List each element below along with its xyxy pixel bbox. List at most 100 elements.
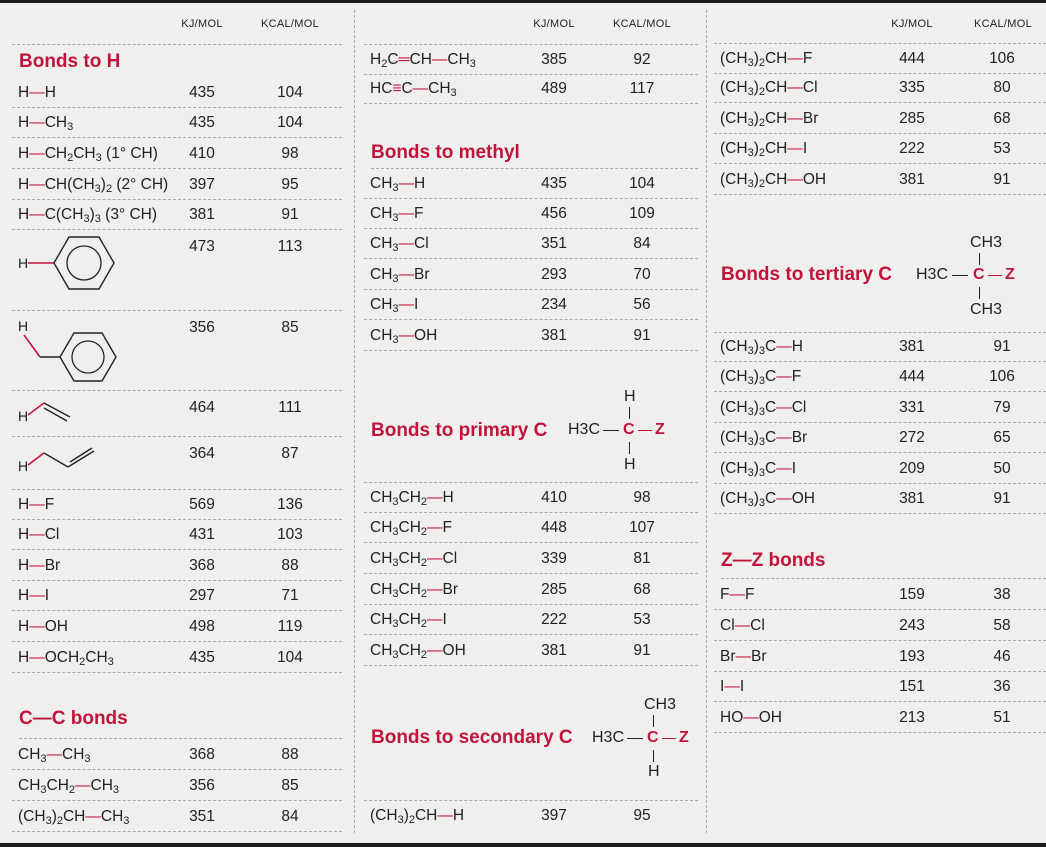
kcal-value: 104 (277, 649, 303, 666)
kcal-value: 91 (993, 338, 1011, 355)
table-row: HC≡C—CH3 489 117 (364, 74, 698, 104)
kj-value: 381 (541, 642, 567, 659)
kcal-value: 87 (281, 445, 299, 462)
kcal-value: 117 (629, 80, 655, 97)
table-row: H—OH 498 119 (12, 612, 342, 642)
table-row: H—CH(CH3)2 (2° CH) 397 95 (12, 170, 342, 200)
kj-value: 410 (541, 489, 567, 506)
kj-value: 569 (189, 496, 215, 513)
kj-value: 243 (899, 617, 925, 634)
row-label: CH3CH2—OH (370, 642, 466, 661)
row-label: H—CH3 (18, 114, 74, 133)
table-row: H—I 297 71 (12, 581, 342, 611)
table-row: (CH3)2CH—OH 381 91 (714, 165, 1046, 195)
kj-value: 222 (541, 611, 567, 628)
kj-value: 368 (189, 557, 215, 574)
row-label: CH3—H (370, 175, 426, 194)
row-label: CH3CH2—CH3 (18, 777, 120, 796)
table-row: (CH3)2CH—F 444 106 (714, 43, 1046, 74)
row-label: H—I (18, 587, 50, 604)
column-header: KJ/MOL KCAL/MOL (12, 14, 342, 45)
kj-value: 397 (541, 807, 567, 824)
benzyl-structure: H (18, 318, 117, 382)
row-label: CH3CH2—Cl (370, 550, 458, 569)
kj-value: 364 (189, 445, 215, 462)
row-label: CH3—OH (370, 327, 438, 346)
row-label: H—F (18, 496, 55, 513)
kcal-value: 65 (993, 429, 1011, 446)
row-label: (CH3)3C—I (720, 460, 796, 479)
kcal-value: 84 (633, 235, 651, 252)
kj-value: 285 (541, 581, 567, 598)
row-label: (CH3)3C—OH (720, 490, 815, 509)
table-row: CH3CH2—OH 381 91 (364, 636, 698, 666)
kcal-value: 79 (993, 399, 1011, 416)
table-row: CH3—Br 293 70 (364, 260, 698, 290)
table-row: H2C═CH—CH3 385 92 (364, 44, 698, 75)
table-row: (CH3)3C—F 444 106 (714, 362, 1046, 392)
kcal-value: 81 (633, 550, 651, 567)
kj-value: 356 (189, 319, 215, 336)
row-label: CH3—CH3 (18, 746, 91, 765)
section-primary-header: Bonds to primary C H H3C C Z H (364, 380, 698, 483)
kj-value: 397 (189, 176, 215, 193)
kj-value: 297 (189, 587, 215, 604)
table-row: (CH3)2CH—CH3 351 84 (12, 802, 342, 832)
row-label: CH3CH2—Br (370, 581, 459, 600)
kj-value: 381 (541, 327, 567, 344)
svg-text:H: H (18, 318, 28, 334)
table-row: HO—OH 213 51 (714, 703, 1046, 733)
kcal-value: 46 (993, 648, 1011, 665)
kcal-value: 91 (633, 642, 651, 659)
kcal-value: 91 (633, 327, 651, 344)
row-label: CH3—F (370, 205, 424, 224)
table-row: H—F 569 136 (12, 490, 342, 520)
row-label: (CH3)2CH—OH (720, 171, 827, 190)
kj-value: 456 (541, 205, 567, 222)
kj-value: 489 (541, 80, 567, 97)
kj-value: 444 (899, 368, 925, 385)
kj-value: 272 (899, 429, 925, 446)
row-label: CH3—Cl (370, 235, 429, 254)
row-label: H—OH (18, 618, 68, 635)
table-row: H 473 113 (12, 230, 342, 311)
table-row: H—Cl 431 103 (12, 520, 342, 550)
row-label: I—I (720, 678, 745, 695)
table-row: F—F 159 38 (714, 580, 1046, 610)
kj-value: 381 (899, 171, 925, 188)
tertiary-carbon-structure: CH3 H3C C Z CH3 (916, 234, 1015, 318)
kj-value: 381 (899, 490, 925, 507)
column-header: KJ/MOL KCAL/MOL (364, 14, 698, 44)
kj-value: 339 (541, 550, 567, 567)
kj-value: 410 (189, 145, 215, 162)
table-row: CH3CH2—Br 285 68 (364, 575, 698, 605)
phenyl-structure: H (18, 236, 115, 290)
kcal-value: 36 (993, 678, 1011, 695)
table-row: (CH3)2CH—H 397 95 (364, 801, 698, 830)
kcal-value: 103 (277, 526, 303, 543)
kcal-value: 38 (993, 586, 1011, 603)
kj-value: 435 (541, 175, 567, 192)
kj-value: 435 (189, 114, 215, 131)
kj-value: 159 (899, 586, 925, 603)
table-row: H—Br 368 88 (12, 551, 342, 581)
kcal-value: 107 (629, 519, 655, 536)
kcal-value: 50 (993, 460, 1011, 477)
kcal-value: 95 (633, 807, 651, 824)
section-title-tertiary: Bonds to tertiary C (721, 264, 893, 285)
table-row: H—CH3 435 104 (12, 108, 342, 138)
kj-value: 331 (899, 399, 925, 416)
table-row: (CH3)3C—Cl 331 79 (714, 393, 1046, 423)
table-row: (CH3)3C—Br 272 65 (714, 423, 1046, 453)
kj-value: 209 (899, 460, 925, 477)
table-row: Cl—Cl 243 58 (714, 611, 1046, 641)
kj-value: 435 (189, 649, 215, 666)
kcal-value: 98 (281, 145, 299, 162)
kcal-value: 91 (281, 206, 299, 223)
section-title-zz-bonds: Z—Z bonds (721, 550, 1046, 579)
row-label: CH3—I (370, 296, 419, 315)
table-row: CH3CH2—I 222 53 (364, 605, 698, 635)
kcal-value: 53 (633, 611, 651, 628)
table-row: H 464 111 (12, 391, 342, 437)
kcal-header: KCAL/MOL (612, 18, 672, 30)
